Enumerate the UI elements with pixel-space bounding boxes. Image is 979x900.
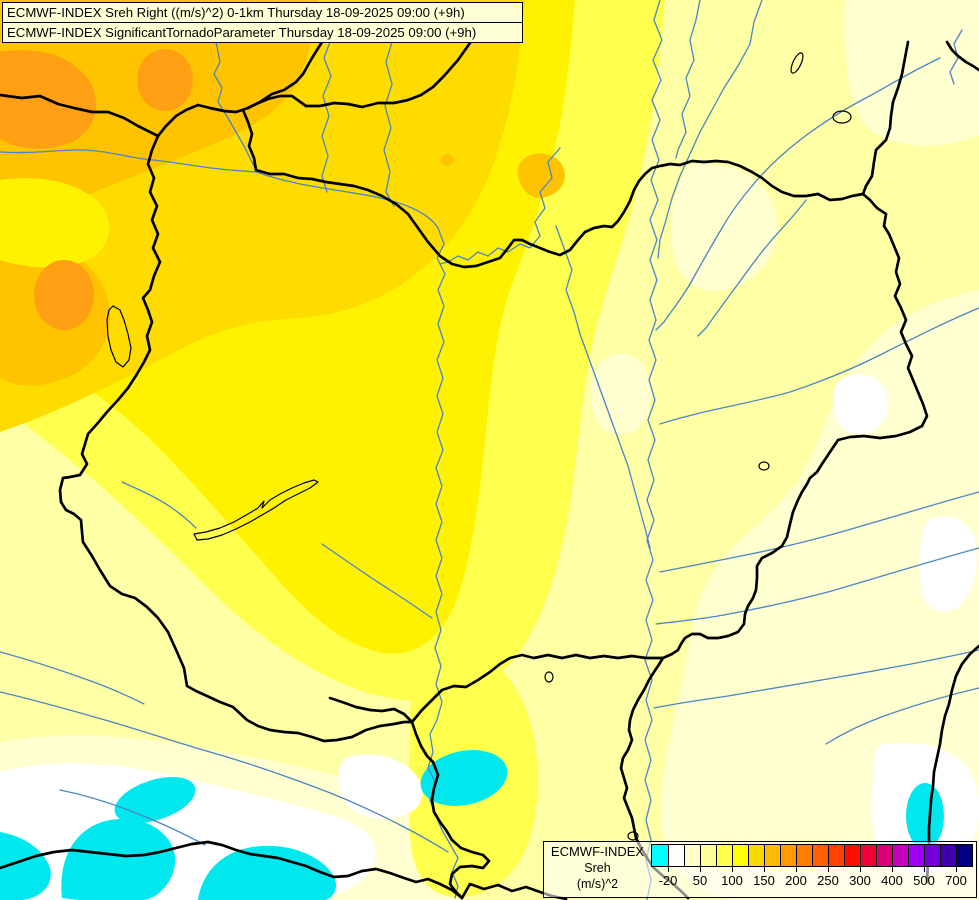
legend-color-cell [700,845,716,866]
river-sajo [697,199,807,337]
border-hu-hr-w [328,696,414,724]
river-koros-1 [659,491,979,573]
lake-small-1 [790,52,804,74]
legend-tick-label: -20 [658,873,678,888]
border-hu-sk [254,159,865,269]
border-cz-at [0,93,160,138]
legend-tick [860,867,861,872]
border-at-hu [58,134,414,743]
river-tisza [644,0,663,900]
border-ro-rs [925,644,979,884]
legend-ticks: -20 50 100 150 200 250 300 400 500 700 [544,842,976,897]
legend-tick [828,867,829,872]
river-vah [321,41,332,193]
legend-color-cell [764,845,780,866]
title-line-1: ECMWF-INDEX Sreh Right ((m/s)^2) 0-1km T… [7,5,465,20]
lake-small-4 [544,671,554,683]
legend-color-cell [924,845,940,866]
legend-model-label: ECMWF-INDEX [550,844,645,859]
border-cz-sk-e [246,41,472,110]
river-upper-tisza [655,57,941,331]
legend-color-cell [940,845,956,866]
legend-meta: ECMWF-INDEX Sreh (m/s)^2 [544,844,651,892]
legend-color-cell [732,845,748,866]
legend-tick [764,867,765,872]
border-sava [0,840,568,900]
lake-small-2 [832,110,852,124]
river-szamos [659,307,979,425]
legend-tick-label: 250 [817,873,839,888]
legend-color-cell [668,845,684,866]
river-hernad [675,0,701,159]
legend-tick-label: 300 [849,873,871,888]
legend-tick [892,867,893,872]
legend: ECMWF-INDEX Sreh (m/s)^2 -20 50 100 150 200 2… [543,841,977,898]
legend-unit-label: (m/s)^2 [576,877,619,891]
legend-tick [700,867,701,872]
legend-tick [668,867,669,872]
legend-tick [924,867,925,872]
legend-tick [956,867,957,872]
river-danube-upper [0,149,439,229]
lake-small-3 [758,461,770,471]
lake-small-5 [627,831,639,841]
river-drava [0,691,449,853]
river-sio [321,543,433,619]
legend-color-cell [828,845,844,866]
lakes [106,52,852,841]
legend-colorbar [651,844,973,867]
legend-tick-label: 400 [881,873,903,888]
legend-tick-label: 500 [913,873,935,888]
border-sk-ua [861,40,910,196]
legend-color-cell [780,845,796,866]
legend-color-cell [652,845,668,866]
legend-tick-label: 50 [692,873,708,888]
legend-tick [732,867,733,872]
legend-color-cell [860,845,876,866]
river-zala [121,481,197,529]
legend-tick-label: 150 [753,873,775,888]
legend-color-cell [876,845,892,866]
river-bodrog [657,0,763,259]
border-hu-hr-s [410,653,665,724]
title-line-2: ECMWF-INDEX SignificantTornadoParameter … [3,22,522,42]
border-at-sk [241,108,258,172]
border-hu-ua-ro [661,192,929,660]
border-hr-rs-danube [410,720,491,900]
river-zagyva [555,225,651,549]
legend-color-cell [812,845,828,866]
river-maros [653,649,979,709]
lake-neusiedl [106,305,132,368]
river-mura [0,651,145,705]
legend-tick [796,867,797,872]
river-bosut [59,789,206,846]
border-ua-corner [945,40,979,72]
legend-color-cell [844,845,860,866]
river-hron [383,41,395,207]
legend-color-cell [908,845,924,866]
river-ipoly [439,147,561,265]
legend-color-cell [956,845,972,866]
legend-color-cell [716,845,732,866]
legend-tick-label: 700 [945,873,967,888]
title-box: ECMWF-INDEX Sreh Right ((m/s)^2) 0-1km T… [2,2,523,43]
legend-color-cell [684,845,700,866]
country-borders [0,40,979,900]
legend-parameter-label: Sreh [584,861,611,875]
legend-color-cell [796,845,812,866]
river-ne-corner [949,29,963,85]
legend-color-cell [892,845,908,866]
legend-tick-label: 100 [721,873,743,888]
lake-balaton [193,479,319,541]
legend-color-cell [748,845,764,866]
legend-tick-label: 200 [785,873,807,888]
river-koros-2 [655,547,979,625]
